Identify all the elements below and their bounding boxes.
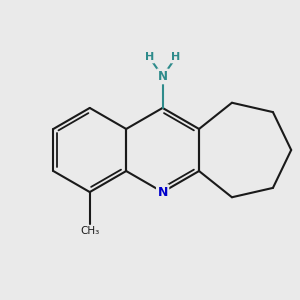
Text: H: H	[145, 52, 154, 62]
Text: CH₃: CH₃	[80, 226, 99, 236]
Text: N: N	[158, 70, 168, 83]
Text: N: N	[158, 186, 168, 199]
Text: H: H	[171, 52, 181, 62]
